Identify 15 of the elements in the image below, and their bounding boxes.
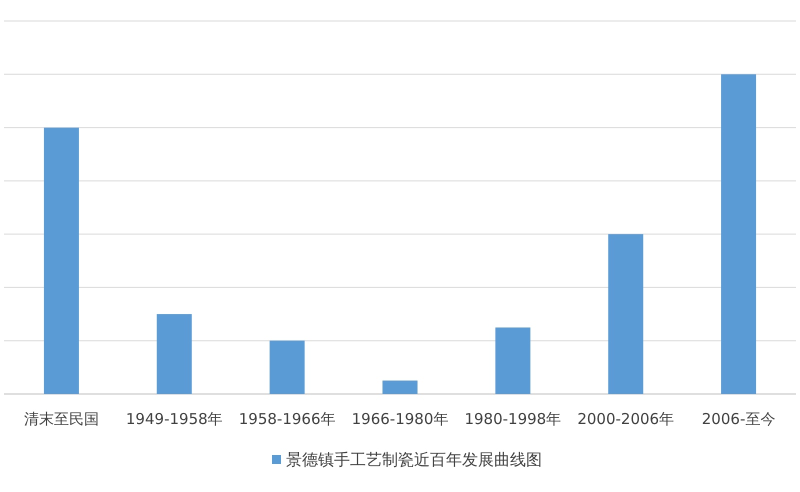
x-tick-label: 2000-2006年 — [577, 410, 674, 428]
bar — [270, 340, 305, 394]
x-tick-label: 1949-1958年 — [126, 410, 223, 428]
x-tick-label: 清末至民国 — [24, 410, 99, 428]
x-tick-label: 1966-1980年 — [352, 410, 448, 428]
legend-label: 景德镇手工艺制瓷近百年发展曲线图 — [286, 450, 542, 469]
bar — [608, 234, 644, 394]
bar — [721, 74, 756, 394]
bar — [382, 380, 418, 394]
x-tick-label: 1980-1998年 — [464, 410, 562, 428]
bar — [156, 314, 192, 394]
x-tick-label: 2006-至今 — [702, 410, 776, 428]
x-tick-label: 1958-1966年 — [238, 410, 336, 428]
bar — [495, 328, 530, 394]
bar — [44, 128, 79, 394]
